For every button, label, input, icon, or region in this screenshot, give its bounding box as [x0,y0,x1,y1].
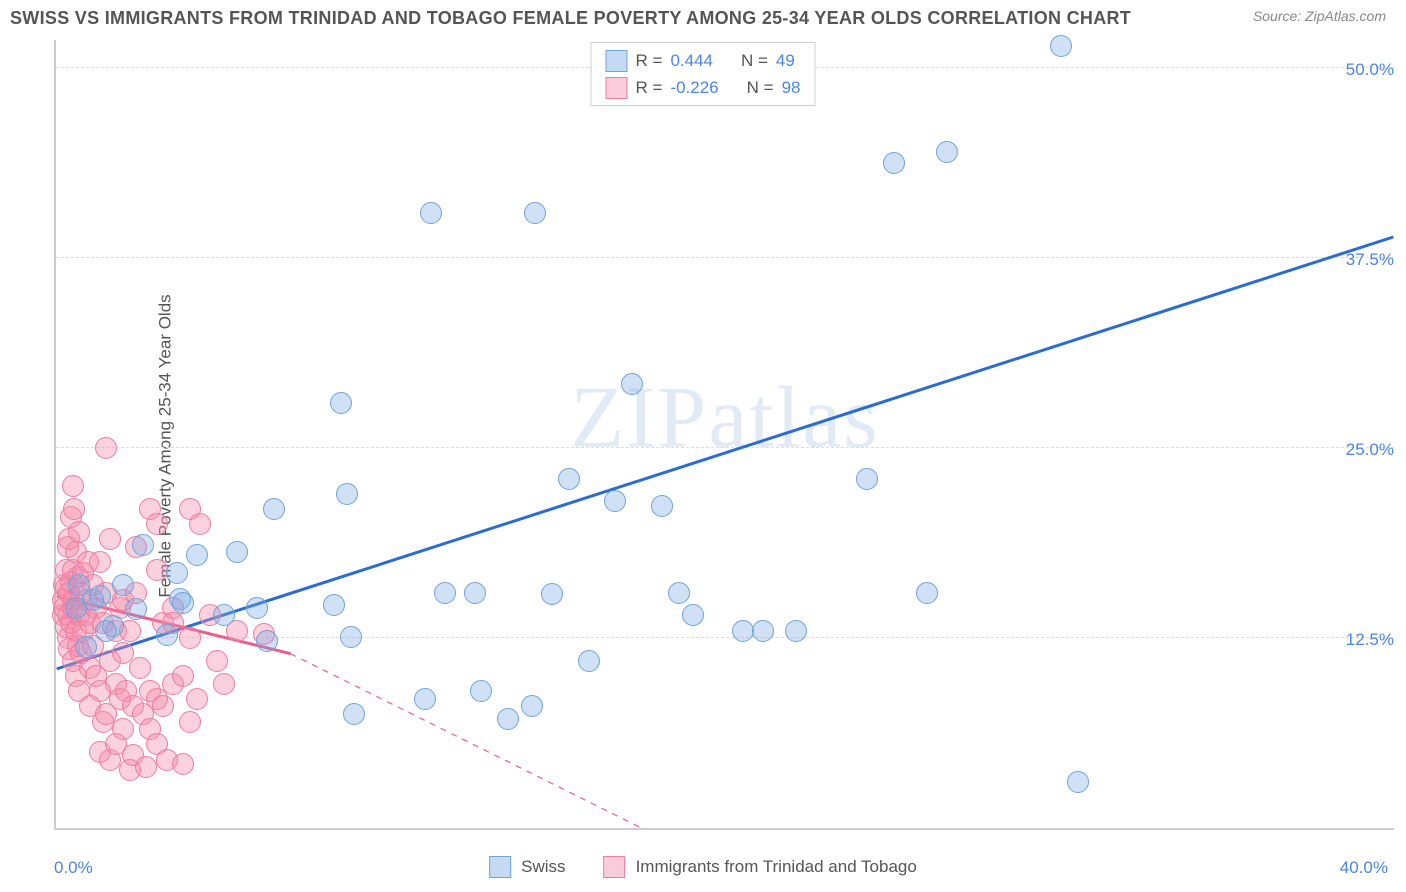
plot-area: ZIPatlas [54,40,1394,830]
scatter-point [323,594,345,616]
scatter-point [330,392,352,414]
scatter-point [112,574,134,596]
scatter-point [129,657,151,679]
y-tick-label: 50.0% [1346,60,1394,80]
scatter-point [172,753,194,775]
scatter-point [263,498,285,520]
trendlines [56,40,1394,828]
y-tick-label: 37.5% [1346,250,1394,270]
y-tick-label: 12.5% [1346,630,1394,650]
y-tick-label: 25.0% [1346,440,1394,460]
scatter-point [132,534,154,556]
correlation-row-a: R = 0.444 N = 49 [606,47,801,74]
scatter-point [521,695,543,717]
correlation-row-b: R = -0.226 N = 98 [606,74,801,101]
swatch-b-icon [604,856,626,878]
correlation-legend: R = 0.444 N = 49 R = -0.226 N = 98 [591,42,816,106]
scatter-point [99,528,121,550]
r-value-b: -0.226 [670,74,718,101]
scatter-point [75,636,97,658]
scatter-point [179,711,201,733]
scatter-point [213,604,235,626]
scatter-point [146,513,168,535]
scatter-point [604,490,626,512]
scatter-point [68,521,90,543]
scatter-point [752,620,774,642]
scatter-point [213,673,235,695]
r-value-a: 0.444 [670,47,713,74]
scatter-point [156,624,178,646]
scatter-point [62,475,84,497]
swatch-a-icon [489,856,511,878]
series-a-label: Swiss [521,857,565,877]
scatter-point [152,695,174,717]
scatter-point [89,585,111,607]
scatter-point [226,541,248,563]
scatter-point [732,620,754,642]
n-label: N = [741,47,768,74]
scatter-point [883,152,905,174]
chart-header: SWISS VS IMMIGRANTS FROM TRINIDAD AND TO… [0,0,1406,29]
n-value-a: 49 [776,47,795,74]
scatter-point [135,756,157,778]
scatter-point [343,703,365,725]
chart-source: Source: ZipAtlas.com [1253,8,1386,24]
scatter-point [166,562,188,584]
scatter-point [785,620,807,642]
scatter-point [578,650,600,672]
scatter-point [256,630,278,652]
scatter-point [682,604,704,626]
swatch-a-icon [606,50,628,72]
scatter-point [1050,35,1072,57]
r-label: R = [636,47,663,74]
scatter-point [621,373,643,395]
n-value-b: 98 [782,74,801,101]
scatter-point [186,544,208,566]
scatter-point [856,468,878,490]
swatch-b-icon [606,77,628,99]
r-label: R = [636,74,663,101]
scatter-point [112,718,134,740]
scatter-point [95,437,117,459]
scatter-point [558,468,580,490]
series-legend: Swiss Immigrants from Trinidad and Tobag… [489,856,917,878]
scatter-point [464,582,486,604]
gridline [56,257,1394,258]
scatter-point [102,615,124,637]
scatter-point [340,626,362,648]
scatter-point [336,483,358,505]
scatter-point [179,627,201,649]
watermark: ZIPatlas [570,368,879,469]
chart-title: SWISS VS IMMIGRANTS FROM TRINIDAD AND TO… [10,8,1131,29]
scatter-point [524,202,546,224]
scatter-point [651,495,673,517]
x-axis-tick-min: 0.0% [54,858,93,878]
x-axis-tick-max: 40.0% [1340,858,1388,878]
scatter-point [172,592,194,614]
scatter-point [206,650,228,672]
scatter-point [246,597,268,619]
scatter-point [434,582,456,604]
scatter-point [1067,771,1089,793]
scatter-point [172,665,194,687]
trendline [291,654,642,828]
scatter-point [916,582,938,604]
scatter-point [186,688,208,710]
scatter-point [420,202,442,224]
scatter-point [497,708,519,730]
scatter-point [89,551,111,573]
scatter-point [470,680,492,702]
scatter-point [541,583,563,605]
series-b-label: Immigrants from Trinidad and Tobago [636,857,917,877]
scatter-point [414,688,436,710]
scatter-point [668,582,690,604]
scatter-point [125,598,147,620]
scatter-point [936,141,958,163]
scatter-point [146,559,168,581]
gridline [56,447,1394,448]
n-label: N = [747,74,774,101]
scatter-point [189,513,211,535]
scatter-point [63,498,85,520]
